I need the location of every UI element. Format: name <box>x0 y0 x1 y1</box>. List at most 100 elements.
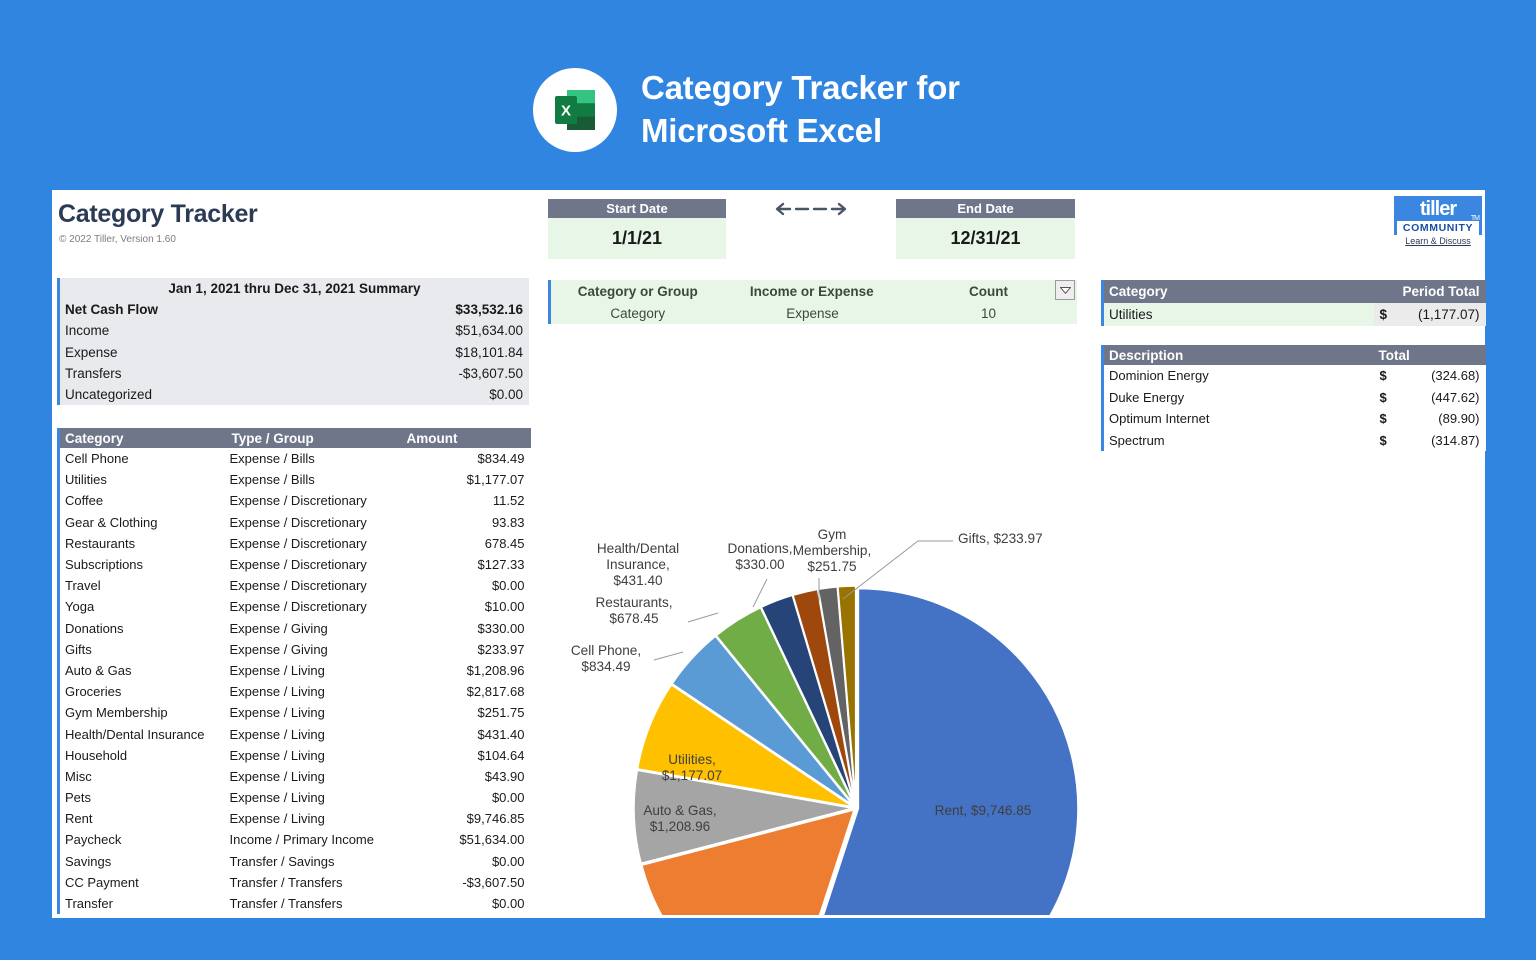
filter-category-or-group-value[interactable]: Category <box>548 302 725 324</box>
pie-leader-cell-phone <box>653 651 684 661</box>
cell-type-group: Expense / Living <box>226 659 402 682</box>
summary-value: -$3,607.50 <box>293 362 529 384</box>
summary-value: $33,532.16 <box>293 299 529 321</box>
cell-category: Gym Membership <box>57 702 227 724</box>
cell-type-group: Expense / Living <box>226 808 402 830</box>
left-panel: Category Tracker © 2022 Tiller, Version … <box>52 190 531 918</box>
cell-amount: $0.00 <box>401 787 531 809</box>
table-row: Travel Expense / Discretionary $0.00 <box>57 575 531 597</box>
summary-value: $0.00 <box>293 383 529 406</box>
table-row: Gear & Clothing Expense / Discretionary 93… <box>57 511 531 533</box>
cell-amount: $0.00 <box>401 892 531 915</box>
cell-total: (447.62) <box>1407 386 1486 408</box>
table-row: Groceries Expense / Living $2,817.68 <box>57 681 531 703</box>
cell-amount: $2,817.68 <box>401 681 531 703</box>
filter-income-or-expense-value[interactable]: Expense <box>724 302 901 324</box>
chevron-down-icon[interactable] <box>1055 280 1075 300</box>
start-date-value[interactable]: 1/1/21 <box>548 218 726 259</box>
category-header-row: Category Type / Group Amount <box>57 428 531 448</box>
middle-panel: Start Date 1/1/21 End Date 12/31/21 <box>548 190 1093 960</box>
cell-category: Gear & Clothing <box>57 511 227 533</box>
cell-category: Paycheck <box>57 829 227 851</box>
category-total-header-row: Category Period Total <box>1101 280 1486 303</box>
cell-category: Cell Phone <box>57 448 227 470</box>
description-header-row: Description Total <box>1101 345 1486 365</box>
table-row: Auto & Gas Expense / Living $1,208.96 <box>57 659 531 682</box>
pie-chart-svg: Rent, $9,746.85 Groceries,$2,817.68 Auto &… <box>571 527 1080 960</box>
tiller-community-logo[interactable]: tiller TM COMMUNITY Learn & Discuss <box>1394 196 1482 247</box>
summary-table: Jan 1, 2021 thru Dec 31, 2021 Summary Ne… <box>56 278 529 406</box>
cell-amount: -$3,607.50 <box>401 871 531 893</box>
pie-label-restaurants: Restaurants, $678.45 <box>595 595 672 626</box>
cell-category: Travel <box>57 575 227 597</box>
tiller-tagline-link[interactable]: Learn & Discuss <box>1394 235 1482 247</box>
table-row: Misc Expense / Living $43.90 <box>57 765 531 787</box>
summary-label: Expense <box>56 341 294 363</box>
cell-amount: $10.00 <box>401 596 531 618</box>
end-date-control[interactable]: End Date 12/31/21 <box>896 199 1075 259</box>
table-row: Gym Membership Expense / Living $251.75 <box>57 702 531 724</box>
pie-slice[interactable] <box>836 584 857 806</box>
period-total-amount: (1,177.07) <box>1407 303 1486 326</box>
cell-category: Groceries <box>57 681 227 703</box>
pie-slice[interactable] <box>790 587 1080 960</box>
cell-category: Gifts <box>57 638 227 660</box>
table-row: Household Expense / Living $104.64 <box>57 744 531 766</box>
cell-type-group: Expense / Discretionary <box>226 511 402 533</box>
cell-amount: $834.49 <box>401 448 531 470</box>
table-row: Spectrum $ (314.87) <box>1101 429 1486 451</box>
start-date-control[interactable]: Start Date 1/1/21 <box>548 199 726 259</box>
column-header-total: Total <box>1373 345 1486 365</box>
column-header-amount: Amount <box>401 428 531 448</box>
summary-label: Net Cash Flow <box>56 299 294 321</box>
cell-amount: $127.33 <box>401 553 531 576</box>
column-header-category: Category <box>1101 280 1374 303</box>
summary-label: Uncategorized <box>56 383 294 406</box>
column-header-category: Category <box>57 428 227 448</box>
start-date-label: Start Date <box>548 199 726 218</box>
excel-logo-icon: X <box>533 67 617 152</box>
dashboard-card: Category Tracker © 2022 Tiller, Version … <box>52 190 1486 960</box>
cell-type-group: Expense / Discretionary <box>226 575 402 597</box>
table-row: Savings Transfer / Savings $0.00 <box>57 850 531 872</box>
cell-category: Health/Dental Insurance <box>57 723 227 745</box>
cell-total: (314.87) <box>1407 429 1486 451</box>
pie-label-auto-gas: Auto & Gas, $1,208.96 <box>643 803 716 834</box>
cell-type-group: Expense / Discretionary <box>226 553 402 576</box>
cell-type-group: Expense / Giving <box>226 617 402 639</box>
pie-label-gym-membership: Gym Membership, $251.75 <box>793 527 872 574</box>
table-row: Gifts Expense / Giving $233.97 <box>57 638 531 660</box>
description-table-body: Dominion Energy $ (324.68) Duke Energy $ (447… <box>1101 365 1486 451</box>
cell-total: (324.68) <box>1407 365 1486 387</box>
cell-amount: $43.90 <box>401 765 531 787</box>
cell-amount: 93.83 <box>401 511 531 533</box>
column-header-count: Count <box>900 280 1077 302</box>
category-total-table: Category Period Total Utilities $ (1,177… <box>1101 280 1486 326</box>
pie-label-health-dental: Health/Dental Insurance, $431.40 <box>597 541 679 588</box>
cell-total: (89.90) <box>1407 408 1486 430</box>
cell-amount: $251.75 <box>401 702 531 724</box>
cell-type-group: Expense / Giving <box>226 638 402 660</box>
cell-amount: $431.40 <box>401 723 531 745</box>
table-row: Optimum Internet $ (89.90) <box>1101 408 1486 430</box>
cell-type-group: Transfer / Savings <box>226 850 402 872</box>
cell-category: Pets <box>57 787 227 809</box>
currency-symbol: $ <box>1373 386 1408 408</box>
pie-slice[interactable] <box>632 768 855 865</box>
banner-content: X Category Tracker for Microsoft Excel <box>533 67 960 153</box>
trademark-icon: TM <box>1470 215 1480 222</box>
end-date-value[interactable]: 12/31/21 <box>896 218 1075 259</box>
cell-category: Savings <box>57 850 227 872</box>
cell-category: Yoga <box>57 596 227 618</box>
column-header-income-or-expense: Income or Expense <box>724 280 901 302</box>
end-date-label: End Date <box>896 199 1075 218</box>
selected-category-name[interactable]: Utilities <box>1101 303 1374 326</box>
page-banner: X Category Tracker for Microsoft Excel <box>0 0 1536 190</box>
cell-type-group: Expense / Living <box>226 681 402 703</box>
cell-description: Spectrum <box>1101 429 1374 451</box>
cell-type-group: Expense / Living <box>226 787 402 809</box>
currency-symbol: $ <box>1373 408 1408 430</box>
cell-amount: $0.00 <box>401 850 531 872</box>
filter-count-value[interactable]: 10 <box>900 302 1077 324</box>
pie-label-utilities: Utilities, $1,177.07 <box>662 752 722 783</box>
